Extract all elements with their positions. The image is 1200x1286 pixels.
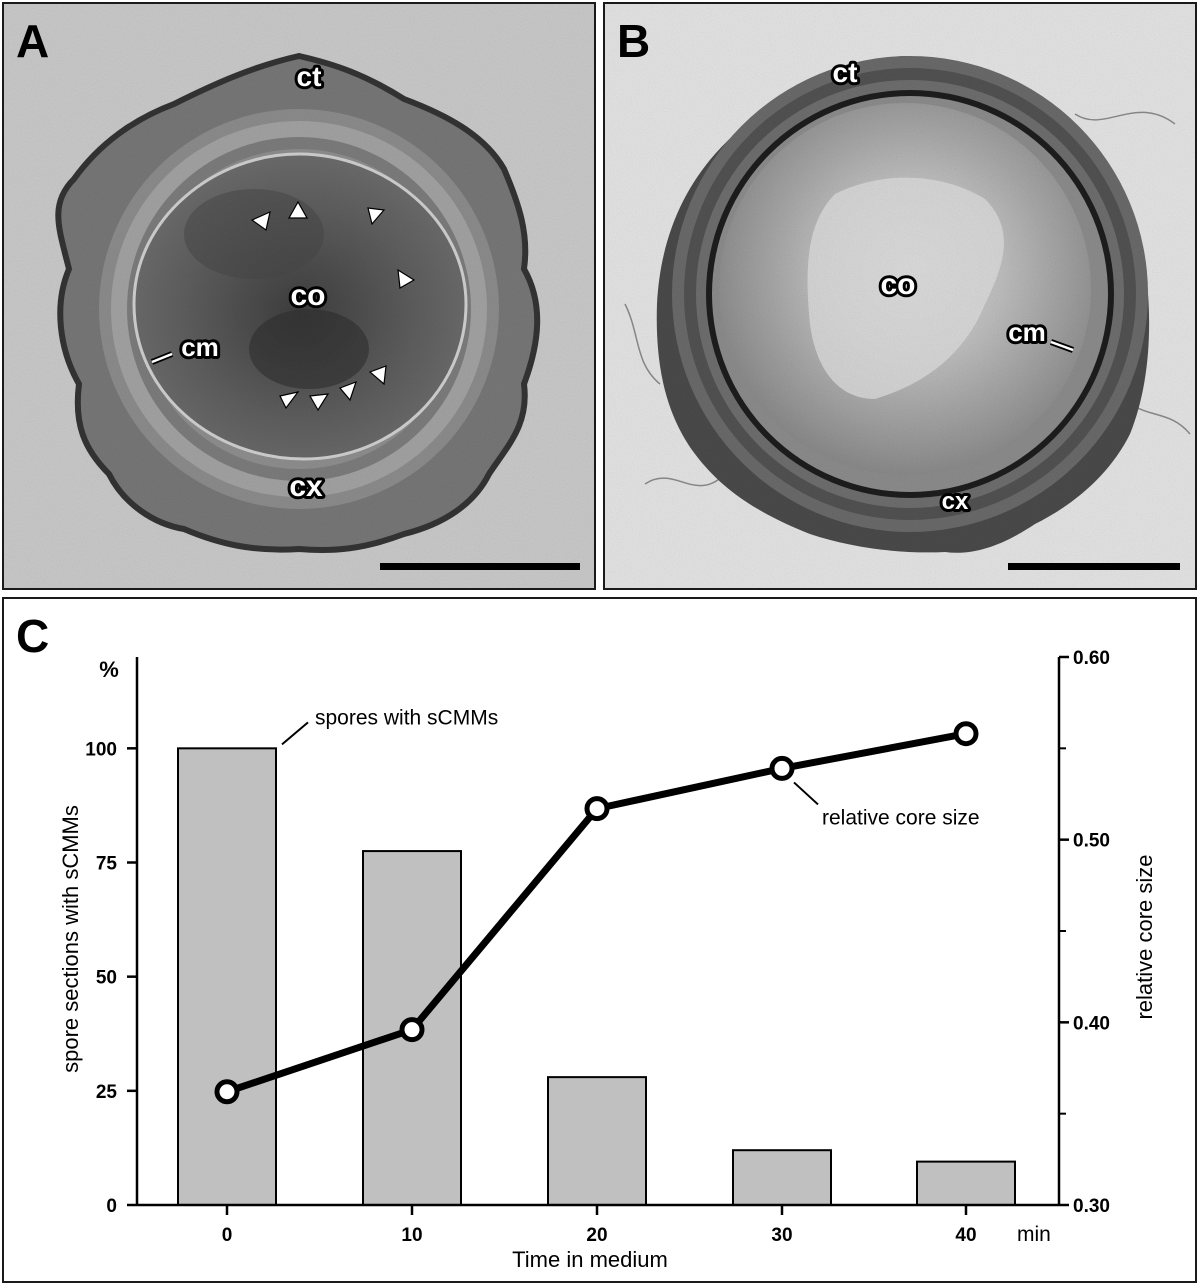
label-cm-a: cm — [181, 332, 219, 362]
core-size-point-0 — [214, 1079, 240, 1105]
y-tick-label: 50 — [96, 968, 117, 989]
x-unit-label: min — [1017, 1223, 1051, 1246]
line-layer — [214, 721, 979, 1105]
panel-letter-b: B — [617, 15, 651, 67]
bar-30 — [732, 1149, 832, 1207]
x-tick-label: 10 — [401, 1225, 422, 1246]
panel-letter-a: A — [16, 15, 50, 67]
y-tick-label: 25 — [96, 1082, 118, 1103]
label-cx-a: cx — [289, 470, 323, 503]
y-axis-title: spore sections with sCMMs — [58, 805, 83, 1073]
y2-tick-label: 0.60 — [1073, 648, 1110, 669]
panel-b-micrograph: ct co cm cx B — [603, 2, 1197, 590]
arrowhead-markers — [250, 200, 416, 412]
panel-a-micrograph: ct co cm cx A — [2, 2, 596, 590]
y-tick-label: 100 — [85, 739, 117, 760]
x-tick-label: 20 — [586, 1225, 607, 1246]
y2-tick-label: 0.30 — [1073, 1196, 1110, 1217]
x-tick-label: 40 — [955, 1225, 976, 1246]
spore-micrograph-b: ct co cm cx — [605, 4, 1195, 588]
bars-layer — [177, 747, 1016, 1207]
core-size-point-30 — [769, 755, 795, 781]
y2-tick-label: 0.50 — [1073, 831, 1110, 852]
bar-20 — [547, 1076, 647, 1206]
scale-bar-b — [1008, 563, 1180, 570]
y-tick-label: 75 — [96, 854, 118, 875]
core-size-point-40 — [953, 721, 979, 747]
label-co-a: co — [290, 279, 325, 312]
line-callout-label: relative core size — [822, 806, 980, 829]
panel-letter-c: C — [16, 610, 50, 662]
label-cx-b: cx — [942, 488, 969, 515]
y2-tick-label: 0.40 — [1073, 1013, 1110, 1034]
panel-c-chart: C 0 25 50 75 100 0.30 0.40 0.50 0.60 0 10 20 30 40 sp… — [2, 597, 1197, 1283]
core-size-line — [225, 730, 967, 1096]
line-callout-line — [793, 781, 819, 806]
spore-micrograph-a: ct co cm cx — [4, 4, 594, 588]
core-size-point-10 — [399, 1017, 425, 1043]
x-tick-label: 0 — [222, 1225, 233, 1246]
core-size-chart: 0 25 50 75 100 0.30 0.40 0.50 0.60 0 10 20 30 40 spor… — [58, 648, 1157, 1272]
y-unit-label: % — [99, 657, 119, 682]
label-cm-b: cm — [1008, 317, 1046, 347]
bar-callout-label: spores with sCMMs — [315, 706, 498, 729]
bar-40 — [916, 1160, 1016, 1206]
label-ct-a: ct — [297, 61, 322, 92]
x-tick-label: 30 — [771, 1225, 792, 1246]
bar-0 — [177, 747, 277, 1206]
x-axis-title: Time in medium — [512, 1247, 668, 1272]
y-tick-label: 0 — [106, 1196, 117, 1217]
bar-callout-line — [281, 721, 309, 746]
ticks-layer: 0 25 50 75 100 0.30 0.40 0.50 0.60 0 10 20 30 40 — [85, 648, 1110, 1246]
scale-bar-a — [380, 563, 580, 570]
annotation-layer: spores with sCMMs relative core size — [281, 706, 980, 829]
core-size-point-20 — [584, 796, 610, 822]
label-ct-b: ct — [833, 57, 858, 88]
y2-axis-title: relative core size — [1132, 854, 1157, 1019]
label-co-b: co — [880, 268, 915, 301]
